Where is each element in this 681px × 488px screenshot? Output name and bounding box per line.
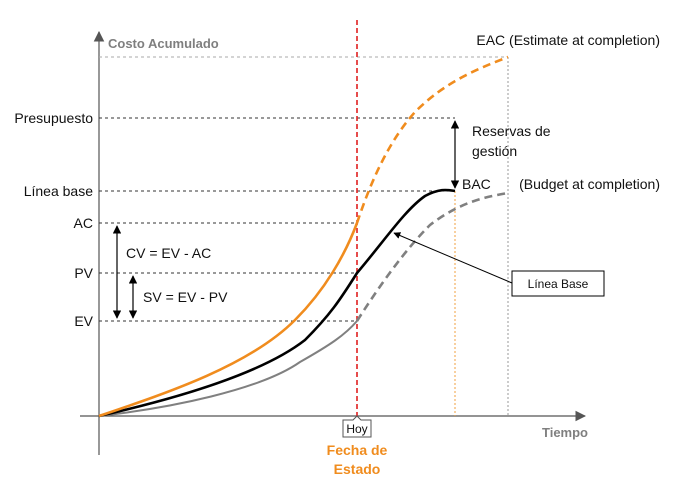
ac-curve-solid (98, 222, 359, 418)
ac-curve-dashed (355, 55, 509, 224)
linea-base-leader (393, 232, 513, 284)
fecha-label-line1: Fecha de (327, 442, 388, 458)
bac-short-label: BAC (462, 176, 491, 192)
reservas-label-line1: Reservas de (472, 123, 551, 139)
ev-curve-solid (98, 320, 358, 417)
ev-label: EV (74, 313, 93, 329)
linea-base-box (511, 270, 605, 297)
cv-formula: CV = EV - AC (126, 245, 211, 261)
linea-base-box-label: Línea Base (528, 277, 589, 291)
pv-label: PV (74, 265, 93, 281)
ac-label: AC (74, 215, 93, 231)
reservas-label-line2: gestión (472, 143, 517, 159)
x-axis-title: Tiempo (542, 425, 588, 440)
y-axis-title: Costo Acumulado (108, 36, 219, 51)
presupuesto-label: Presupuesto (14, 110, 93, 126)
linea-base-label: Línea base (24, 183, 93, 199)
hoy-marker (342, 415, 372, 438)
pv-curve (98, 188, 456, 418)
hoy-label: Hoy (346, 422, 367, 436)
sv-formula: SV = EV - PV (143, 289, 228, 305)
fecha-label-line2: Estado (334, 461, 381, 477)
eac-label: EAC (Estimate at completion) (476, 32, 660, 48)
bac-label: (Budget at completion) (519, 176, 660, 192)
ev-curve-dashed (355, 191, 509, 322)
